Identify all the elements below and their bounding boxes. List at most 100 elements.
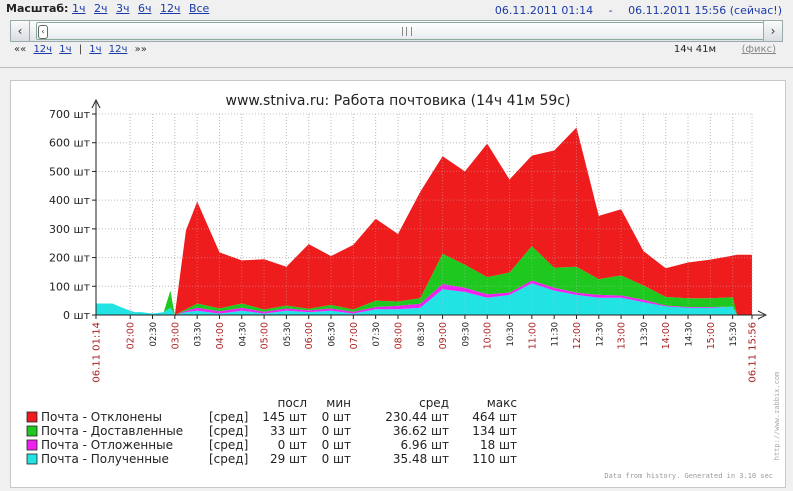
- timeline-scrollbar[interactable]: ‹ ‹ › ›: [10, 20, 783, 42]
- x-tick-label: 13:30: [640, 322, 650, 347]
- y-tick-label: 100 шт: [49, 280, 91, 293]
- period-navigation: «« 12ч 1ч | 1ч 12ч »» 14ч 41м (фикс): [14, 44, 782, 58]
- zoom-1h[interactable]: 1ч: [71, 2, 86, 15]
- y-axis-arrow-icon: [91, 98, 101, 109]
- legend-header: макс: [487, 396, 517, 410]
- x-tick-label: 08:00: [393, 322, 404, 349]
- legend-header: сред: [419, 396, 449, 410]
- grid-overlay: [95, 113, 753, 315]
- x-tick-label: 10:30: [506, 322, 516, 347]
- legend-min: 0 шт: [322, 452, 351, 466]
- x-tick-label: 13:00: [617, 322, 628, 349]
- x-tick-label: 12:00: [572, 322, 583, 349]
- mail-graph: www.stniva.ru: Работа почтовика (14ч 41м…: [26, 93, 781, 480]
- legend-avg: 36.62 шт: [393, 424, 449, 438]
- y-tick-label: 0 шт: [63, 309, 91, 322]
- legend-swatch-rejected: [26, 411, 38, 423]
- x-tick-label: 04:30: [238, 322, 248, 347]
- x-tick-label: 09:00: [438, 322, 449, 349]
- scroll-right-arrow-icon[interactable]: ›: [763, 21, 782, 41]
- timeline-thumb[interactable]: ‹ ›: [36, 22, 776, 40]
- date-to: 06.11.2011 15:56 (сейчас!): [628, 4, 782, 17]
- legend-avg: 35.48 шт: [393, 452, 449, 466]
- legend-last: 0 шт: [278, 438, 307, 452]
- nav-back-1h[interactable]: 1ч: [59, 44, 72, 55]
- y-tick-label: 200 шт: [49, 252, 91, 265]
- legend-last: 145 шт: [262, 410, 307, 424]
- x-tick-label: 10:00: [483, 322, 494, 349]
- x-tick-label: 06.11 15:56: [748, 322, 759, 383]
- axes: [91, 98, 768, 320]
- zoom-all[interactable]: Все: [188, 2, 210, 15]
- x-tick-label: 08:30: [417, 322, 427, 347]
- x-tick-label: 06.11 01:14: [92, 322, 103, 383]
- legend-max: 464 шт: [472, 410, 517, 424]
- x-tick-label: 15:00: [706, 322, 717, 349]
- fix-period-link[interactable]: (фикс): [741, 44, 776, 55]
- zoom-6h[interactable]: 6ч: [137, 2, 152, 15]
- x-tick-label: 12:30: [595, 322, 605, 347]
- legend-max: 18 шт: [480, 438, 517, 452]
- date-from: 06.11.2011 01:14: [494, 4, 594, 17]
- nav-forward-far[interactable]: »»: [134, 44, 147, 55]
- nav-forward-12h[interactable]: 12ч: [108, 44, 128, 55]
- thumb-left-handle-icon[interactable]: ‹: [38, 25, 48, 39]
- x-tick-label: 09:30: [461, 322, 471, 347]
- x-tick-labels: 06.11 01:14 02:00 02:30 03:00 03:30 04:00 04:3…: [92, 322, 759, 383]
- area-received: [96, 283, 752, 315]
- area-rejected: [96, 127, 752, 315]
- x-axis-arrow-icon: [757, 310, 768, 320]
- x-tick-label: 14:00: [661, 322, 672, 349]
- y-tick-label: 400 шт: [49, 194, 91, 207]
- x-tick-label: 03:30: [194, 322, 204, 347]
- zoom-bar: Масштаб: 1ч 2ч 3ч 6ч 12ч Все 06.11.2011 …: [6, 2, 786, 17]
- chart-title: www.stniva.ru: Работа почтовика (14ч 41м…: [226, 93, 571, 109]
- x-tick-label: 11:00: [527, 322, 538, 349]
- legend-name: Почта - Доставленные: [41, 424, 183, 438]
- legend-header: посл: [278, 396, 307, 410]
- legend-agg: [сред]: [209, 438, 248, 452]
- x-tick-label: 03:00: [170, 322, 181, 349]
- legend: посл мин сред макс Почта - Отклонены [сред] 14…: [26, 396, 517, 466]
- area-deferred: [96, 280, 752, 315]
- x-tick-label: 06:30: [328, 322, 338, 347]
- legend-avg: 230.44 шт: [385, 410, 449, 424]
- legend-header: мин: [326, 396, 351, 410]
- zoom-2h[interactable]: 2ч: [93, 2, 108, 15]
- legend-min: 0 шт: [322, 424, 351, 438]
- x-tick-label: 14:30: [685, 322, 695, 347]
- legend-min: 0 шт: [322, 410, 351, 424]
- y-tick-label: 600 шт: [49, 137, 91, 150]
- legend-min: 0 шт: [322, 438, 351, 452]
- x-tick-label: 11:30: [551, 322, 561, 347]
- zoom-3h[interactable]: 3ч: [115, 2, 130, 15]
- y-tick-labels: 0 шт 100 шт 200 шт 300 шт 400 шт 500 шт 600 шт…: [49, 108, 91, 322]
- graph-panel: www.stniva.ru: Работа почтовика (14ч 41м…: [10, 80, 786, 488]
- nav-forward-1h[interactable]: 1ч: [89, 44, 102, 55]
- area-delivered: [96, 246, 752, 315]
- legend-swatch-delivered: [26, 425, 38, 437]
- legend-last: 33 шт: [270, 424, 307, 438]
- date-separator: -: [608, 4, 613, 17]
- legend-swatch-received: [26, 453, 38, 465]
- legend-avg: 6.96 шт: [400, 438, 449, 452]
- x-tick-label: 07:30: [372, 322, 382, 347]
- x-tick-label: 05:00: [260, 322, 271, 349]
- x-tick-label: 06:00: [304, 322, 315, 349]
- x-tick-label: 05:30: [283, 322, 293, 347]
- legend-name: Почта - Отклонены: [41, 410, 162, 424]
- chart-watermark: http://www.zabbix.com: [773, 372, 781, 461]
- scroll-left-arrow-icon[interactable]: ‹: [11, 21, 30, 41]
- divider: [0, 67, 793, 68]
- nav-back-far[interactable]: ««: [14, 44, 27, 55]
- series-areas: [96, 127, 752, 315]
- x-tick-label: 07:00: [349, 322, 360, 349]
- legend-max: 134 шт: [472, 424, 517, 438]
- nav-back-12h[interactable]: 12ч: [33, 44, 53, 55]
- zoom-12h[interactable]: 12ч: [159, 2, 181, 15]
- chart-footer: Data from history. Generated in 3.10 sec: [604, 472, 773, 480]
- zoom-label: Масштаб:: [6, 2, 69, 15]
- x-tick-label: 02:30: [149, 322, 159, 347]
- zoom-periods: 1ч 2ч 3ч 6ч 12ч Все: [72, 2, 214, 15]
- y-tick-label: 500 шт: [49, 165, 91, 178]
